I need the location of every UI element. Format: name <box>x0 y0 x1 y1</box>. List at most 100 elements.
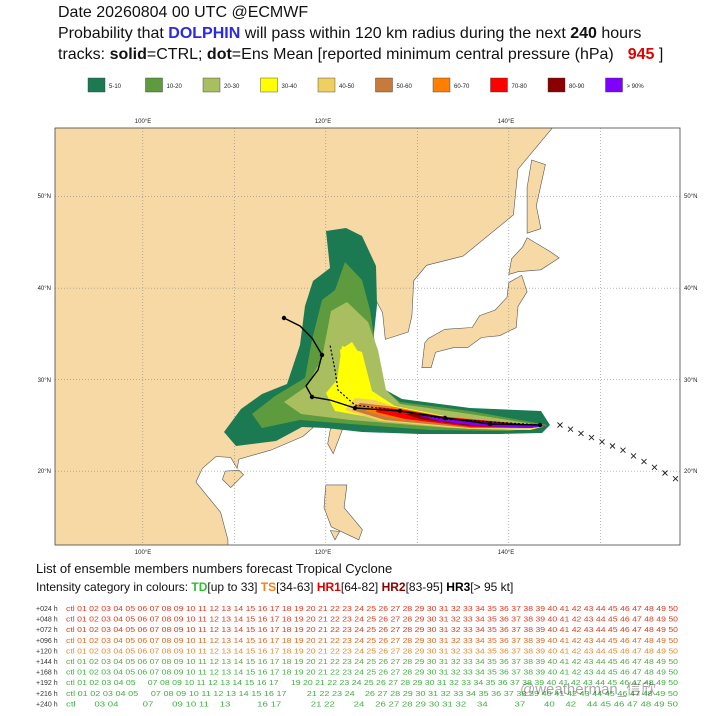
text: dot <box>207 46 233 63</box>
landmass <box>222 469 244 489</box>
text: [83-95] <box>406 580 447 594</box>
lat-label-right: 50°N <box>684 194 697 200</box>
row-hour: +168 h <box>36 670 58 677</box>
intensity-legend: Intensity category in colours: TD[up to … <box>36 580 513 594</box>
legend-swatch <box>605 77 623 93</box>
row-members: ctl 01 02 03 04 05 06 07 08 09 10 11 12 … <box>66 617 678 624</box>
legend-swatch <box>145 77 163 93</box>
row-members: ctl 01 02 03 04 05 07 08 09 10 11 12 13 … <box>66 691 678 698</box>
landmass <box>421 274 528 369</box>
legend-swatch <box>432 77 451 93</box>
mean-forecast-cross <box>672 475 679 482</box>
text: will pass within 120 km radius during th… <box>240 25 570 42</box>
row-members: ctl 01 02 03 04 05 06 07 08 09 10 11 12 … <box>66 670 678 677</box>
text: =CTRL; <box>147 46 207 63</box>
row-members: ctl 01 02 03 04 05 06 07 08 09 10 11 12 … <box>66 648 678 655</box>
row-hour: +240 h <box>36 701 58 708</box>
ts: TS <box>261 580 276 594</box>
storm-name: DOLPHIN <box>168 25 240 42</box>
hr1: HR1 <box>317 580 341 594</box>
pressure: 945 <box>628 46 655 63</box>
lon-label-bottom: 140°E <box>498 550 514 556</box>
track-point <box>537 422 543 428</box>
landmass <box>323 484 363 541</box>
track-point <box>309 394 315 400</box>
mean-track <box>329 344 541 426</box>
legend-label: 20-30 <box>224 84 240 90</box>
legend-label: 10-20 <box>167 84 183 90</box>
row-members: ctl 01 02 03 04 05 06 07 08 09 10 11 12 … <box>66 659 678 666</box>
track-point <box>487 421 493 427</box>
legend: 5-10 10-20 20-30 30-40 40-50 50-60 60-70 70-80 8… <box>87 77 644 93</box>
lon-label-top: 100°E <box>135 119 151 125</box>
row-hour: +144 h <box>36 659 58 666</box>
legend-label: 70-80 <box>512 84 528 90</box>
text: solid <box>110 46 147 63</box>
text: ] <box>654 46 663 63</box>
lon-label-bottom: 100°E <box>135 550 151 556</box>
mean-forecast-cross <box>651 464 658 471</box>
row-members: ctl 03 04 07 09 10 11 13 16 17 21 22 24 … <box>66 701 678 708</box>
text: =Ens Mean [reported minimum central pres… <box>232 46 614 63</box>
mean-forecast-cross <box>620 447 626 454</box>
mean-forecast-cross <box>557 422 563 428</box>
track-point <box>397 408 403 414</box>
text: hours <box>597 25 641 42</box>
row-hour: +048 h <box>36 617 58 624</box>
row-hour: +096 h <box>36 638 58 645</box>
legend-label: 30-40 <box>282 84 298 90</box>
td: TD <box>191 580 207 594</box>
axes-labels: 100°E 100°E 120°E 120°E 140°E 140°E 50°N 50°N 40… <box>38 119 698 556</box>
landmass <box>508 237 560 275</box>
mean-forecast-cross <box>599 438 605 445</box>
legend-swatch <box>490 77 508 93</box>
legend-swatch <box>375 77 393 93</box>
header-line3: tracks: solid=CTRL; dot=Ens Mean [report… <box>58 46 663 63</box>
row-members: ctl 01 02 03 04 05 07 08 09 10 11 12 13 … <box>66 680 678 687</box>
tracks <box>281 315 679 482</box>
text: Intensity category in colours: <box>36 580 191 594</box>
lat-label-left: 30°N <box>38 378 51 384</box>
legend-label: 40-50 <box>339 84 355 90</box>
legend-label: 5-10 <box>109 84 122 90</box>
member-rows: +024 h ctl 01 02 03 04 05 06 07 08 09 10 … <box>36 606 678 708</box>
mean-forecast-cross <box>662 470 668 476</box>
legend-swatch <box>202 77 221 93</box>
lat-label-left: 40°N <box>38 286 51 292</box>
text: Probability that <box>58 25 168 42</box>
lon-label-top: 140°E <box>498 119 514 125</box>
mean-forecast-cross <box>588 434 595 441</box>
footer-title: List of ensemble members numbers forecas… <box>36 561 392 576</box>
row-hour: +024 h <box>36 606 58 613</box>
map-frame <box>54 127 681 546</box>
lat-label-right: 30°N <box>684 378 697 384</box>
lon-label-bottom: 120°E <box>315 550 331 556</box>
track-point <box>442 415 448 421</box>
mean-forecast-cross <box>609 443 616 449</box>
legend-label: 80-90 <box>569 84 585 90</box>
row-hour: +192 h <box>36 680 58 687</box>
mean-forecast-cross <box>630 453 637 459</box>
row-hour: +072 h <box>36 627 58 634</box>
text: [up to 33] <box>207 580 260 594</box>
swath-band <box>345 398 546 429</box>
watermark: @weatherman_信欣 <box>520 681 656 698</box>
text: [64-82] <box>341 580 382 594</box>
swath-blob <box>340 342 360 372</box>
landmass <box>526 159 546 234</box>
text: [34-63] <box>276 580 317 594</box>
row-members: ctl 01 02 03 04 05 06 07 08 09 10 11 12 … <box>66 638 678 645</box>
row-members: ctl 01 02 03 04 05 06 07 08 09 10 11 12 … <box>66 627 678 634</box>
mean-forecast-cross <box>567 426 574 433</box>
lat-label-right: 20°N <box>684 469 697 475</box>
mean-forecast-cross <box>578 430 584 437</box>
hr3: HR3 <box>446 580 470 594</box>
text: tracks: <box>58 46 110 63</box>
header-line2: Probability that DOLPHIN will pass withi… <box>58 25 641 42</box>
lat-label-left: 20°N <box>38 469 51 475</box>
track-point <box>352 405 358 411</box>
lat-label-right: 40°N <box>684 286 697 292</box>
lon-label-top: 120°E <box>315 119 331 125</box>
legend-swatch <box>260 77 278 93</box>
